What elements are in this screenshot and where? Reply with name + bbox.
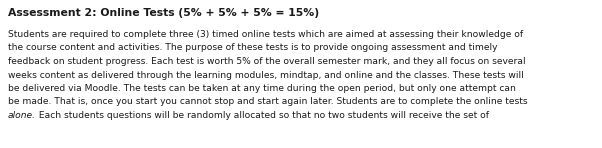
Text: feedback on student progress. Each test is worth 5% of the overall semester mark: feedback on student progress. Each test … — [8, 57, 526, 66]
Text: the course content and activities. The purpose of these tests is to provide ongo: the course content and activities. The p… — [8, 44, 497, 53]
Text: weeks content as delivered through the learning modules, mindtap, and online and: weeks content as delivered through the l… — [8, 70, 524, 79]
Text: be delivered via Moodle. The tests can be taken at any time during the open peri: be delivered via Moodle. The tests can b… — [8, 84, 516, 93]
Text: alone.: alone. — [8, 111, 36, 120]
Text: be made. That is, once you start you cannot stop and start again later. Students: be made. That is, once you start you can… — [8, 98, 527, 107]
Text: Assessment 2: Online Tests (5% + 5% + 5% = 15%): Assessment 2: Online Tests (5% + 5% + 5%… — [8, 8, 319, 18]
Text: Each students questions will be randomly allocated so that no two students will : Each students questions will be randomly… — [36, 111, 489, 120]
Text: Students are required to complete three (3) timed online tests which are aimed a: Students are required to complete three … — [8, 30, 523, 39]
